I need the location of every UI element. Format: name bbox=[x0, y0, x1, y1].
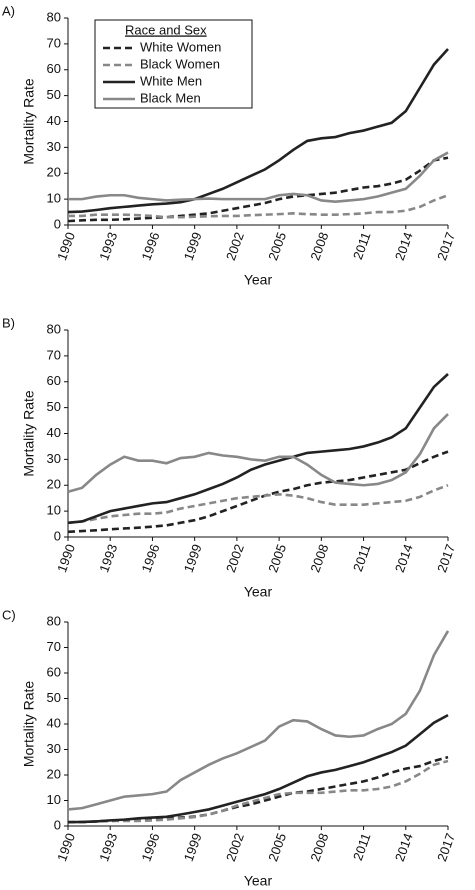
legend-label: Black Men bbox=[140, 90, 201, 105]
x-tick-label: 2005 bbox=[265, 542, 289, 574]
y-tick-label: 10 bbox=[47, 503, 61, 518]
x-tick-label: 1999 bbox=[181, 542, 205, 574]
x-axis-label: Year bbox=[244, 873, 273, 889]
y-tick-label: 70 bbox=[47, 347, 61, 362]
x-tick-label: 1990 bbox=[54, 831, 78, 863]
series-line bbox=[68, 759, 449, 824]
y-tick-label: 20 bbox=[47, 165, 61, 180]
y-tick-label: 60 bbox=[47, 373, 61, 388]
x-axis-label: Year bbox=[244, 584, 273, 600]
y-tick-label: 60 bbox=[47, 664, 61, 679]
legend-box bbox=[94, 19, 253, 109]
x-tick-label: 2002 bbox=[223, 831, 247, 863]
y-tick-label: 30 bbox=[47, 451, 61, 466]
x-tick-label: 1993 bbox=[96, 831, 120, 863]
x-tick-label: 2008 bbox=[307, 831, 331, 863]
x-tick-label: 1996 bbox=[139, 230, 163, 262]
series-line bbox=[67, 713, 449, 824]
x-tick-label: 2014 bbox=[392, 831, 416, 863]
x-tick-label: 1990 bbox=[54, 230, 78, 262]
y-tick-label: 30 bbox=[47, 139, 61, 154]
legend-label: White Women bbox=[140, 39, 221, 54]
x-tick-label: 2011 bbox=[350, 230, 374, 261]
panel-label: B) bbox=[2, 315, 15, 330]
legend-label: Black Women bbox=[140, 56, 220, 71]
series-line bbox=[68, 151, 449, 204]
y-tick-label: 80 bbox=[47, 321, 61, 336]
y-tick-label: 50 bbox=[47, 399, 61, 414]
y-tick-label: 0 bbox=[54, 528, 61, 543]
x-tick-label: 2008 bbox=[307, 230, 331, 262]
y-tick-label: 40 bbox=[47, 715, 61, 730]
x-tick-label: 2002 bbox=[223, 542, 247, 574]
x-tick-label: 2011 bbox=[350, 542, 374, 573]
series-line bbox=[67, 48, 449, 214]
series-line bbox=[67, 413, 449, 493]
x-tick-label: 1996 bbox=[139, 542, 163, 574]
y-tick-label: 20 bbox=[47, 477, 61, 492]
y-tick-label: 80 bbox=[47, 613, 61, 628]
series-line bbox=[67, 156, 449, 223]
x-tick-label: 1999 bbox=[181, 831, 205, 863]
series-line bbox=[67, 484, 449, 525]
y-tick-label: 50 bbox=[47, 87, 61, 102]
series-line bbox=[67, 630, 450, 811]
x-tick-label: 2017 bbox=[434, 230, 458, 262]
legend-label: White Men bbox=[140, 73, 202, 88]
y-tick-label: 10 bbox=[47, 191, 61, 206]
panel: C) 0 10 20 30 40 50 60 70 80 1990 1993 1996 1999 2002 2… bbox=[2, 607, 458, 888]
panel-label: A) bbox=[2, 3, 15, 18]
series-line bbox=[68, 194, 449, 219]
y-tick-label: 10 bbox=[47, 792, 61, 807]
y-axis-label: Mortality Rate bbox=[21, 390, 37, 477]
y-tick-label: 80 bbox=[47, 9, 61, 24]
y-tick-label: 30 bbox=[47, 741, 61, 756]
x-tick-label: 1990 bbox=[54, 542, 78, 574]
legend: Race and Sex White Women Black Women White … bbox=[94, 19, 253, 109]
y-tick-label: 50 bbox=[47, 690, 61, 705]
x-tick-label: 1999 bbox=[181, 230, 205, 262]
panel: B) 0 10 20 30 40 50 60 70 80 1990 1993 1996 1999 2002 2… bbox=[2, 315, 458, 599]
legend-title: Race and Sex bbox=[125, 22, 207, 37]
x-tick-label: 1993 bbox=[96, 542, 120, 574]
x-axis-label: Year bbox=[244, 272, 273, 288]
y-tick-label: 0 bbox=[54, 216, 61, 231]
y-axis-label: Mortality Rate bbox=[21, 78, 37, 165]
x-tick-label: 2011 bbox=[350, 831, 374, 862]
y-tick-label: 20 bbox=[47, 766, 61, 781]
series-line bbox=[67, 373, 449, 525]
x-tick-label: 1996 bbox=[139, 831, 163, 863]
y-tick-label: 60 bbox=[47, 61, 61, 76]
panel: A) 0 10 20 30 40 50 60 70 80 1990 1993 1996 1999 2002 2… bbox=[2, 3, 458, 287]
panel-label: C) bbox=[2, 607, 16, 622]
y-tick-label: 40 bbox=[47, 425, 61, 440]
x-tick-label: 2005 bbox=[265, 230, 289, 262]
x-tick-label: 2014 bbox=[392, 542, 416, 574]
y-tick-label: 0 bbox=[54, 817, 61, 832]
x-tick-label: 2017 bbox=[434, 831, 458, 863]
series-line bbox=[68, 755, 449, 824]
series-line bbox=[67, 450, 449, 534]
y-axis-label: Mortality Rate bbox=[21, 681, 37, 768]
x-tick-label: 2017 bbox=[434, 542, 458, 574]
y-tick-label: 40 bbox=[47, 113, 61, 128]
x-tick-label: 2002 bbox=[223, 230, 247, 262]
x-tick-label: 1993 bbox=[96, 230, 120, 262]
y-tick-label: 70 bbox=[47, 35, 61, 50]
x-tick-label: 2005 bbox=[265, 831, 289, 863]
x-tick-label: 2014 bbox=[392, 230, 416, 262]
y-tick-label: 70 bbox=[47, 639, 61, 654]
x-tick-label: 2008 bbox=[307, 542, 331, 574]
